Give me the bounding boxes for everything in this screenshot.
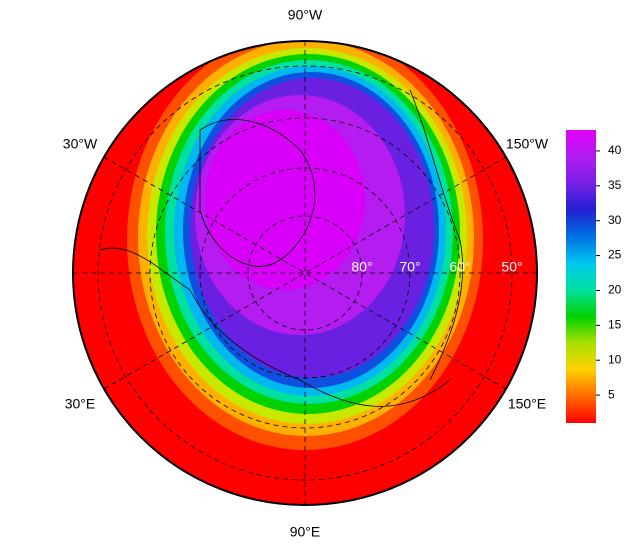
latitude-label: 60°	[449, 259, 470, 275]
longitude-label: 150°W	[506, 136, 549, 152]
colorbar-tick-label: 30	[608, 213, 622, 227]
colorbar-tick-label: 15	[608, 318, 622, 332]
colorbar-tick-label: 25	[608, 248, 622, 262]
latitude-label: 80°	[351, 259, 372, 275]
map-border	[72, 40, 538, 506]
longitude-label: 90°W	[288, 7, 323, 23]
longitude-label: 150°E	[508, 396, 546, 412]
colorbar-tick-label: 5	[608, 387, 615, 401]
colorbar-tick-label: 20	[608, 283, 622, 297]
colorbar-tick-label: 10	[608, 352, 622, 366]
longitude-label: 30°W	[63, 136, 98, 152]
colorbar-tick-label: 35	[608, 178, 622, 192]
map-field	[73, 41, 537, 505]
longitude-label: 30°E	[65, 396, 96, 412]
colorbar	[566, 130, 596, 423]
latitude-label: 50°	[501, 259, 522, 275]
colorbar-tick-label: 40	[608, 143, 622, 157]
latitude-label: 70°	[399, 259, 420, 275]
graticule	[73, 41, 537, 505]
longitude-label: 90°E	[290, 524, 321, 540]
